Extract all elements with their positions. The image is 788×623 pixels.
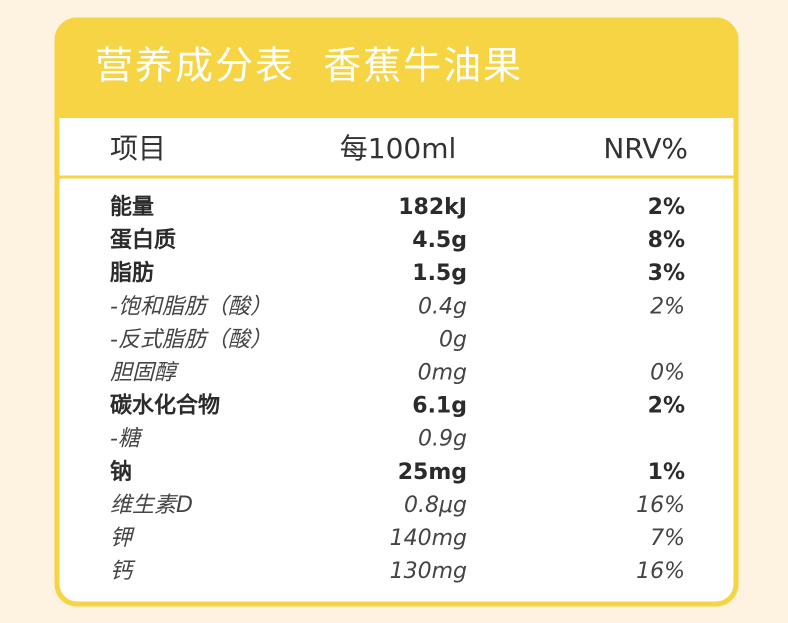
nutrient-name: 钾 (110, 526, 135, 551)
amount: 1.5g (412, 261, 467, 286)
nutrient-name: 钙 (110, 559, 136, 584)
column-header: 每100ml (340, 132, 457, 165)
nutrient-name: 维生素D (110, 493, 193, 518)
nutrient-name: -糖 (110, 427, 143, 452)
nrv: 2% (648, 195, 685, 220)
nrv: 7% (650, 526, 685, 551)
nrv: 8% (648, 228, 685, 253)
amount: 6.1g (412, 394, 467, 419)
nutrient-name: 碳水化合物 (110, 393, 220, 419)
amount: 0mg (418, 361, 467, 386)
amount: 0.8μg (404, 493, 467, 518)
amount: 4.5g (412, 228, 467, 253)
amount: 0.4g (418, 294, 467, 319)
column-header: 项目 (110, 132, 166, 165)
nutrient-name: 蛋白质 (110, 227, 176, 253)
nutrient-name: 胆固醇 (110, 361, 180, 386)
nrv: 16% (636, 559, 685, 584)
amount: 182kJ (398, 195, 467, 220)
nutrient-name: -反式脂肪（酸） (110, 327, 272, 352)
amount: 0.9g (418, 427, 467, 452)
nrv: 3% (648, 261, 685, 286)
header-band (57, 20, 736, 118)
nrv: 1% (648, 460, 685, 485)
nrv: 2% (650, 294, 685, 319)
nrv: 0% (650, 361, 685, 386)
nutrient-name: 脂肪 (110, 260, 154, 286)
nutrient-name: -饱和脂肪（酸） (110, 294, 272, 319)
amount: 130mg (390, 559, 467, 584)
table-body: 能量 182kJ 2% 蛋白质 4.5g 8% 脂肪 1.5g 3% -饱和脂肪（酸） 0.4g 2%… (110, 194, 685, 584)
nrv: 2% (648, 394, 685, 419)
title: 营养成分表 香蕉牛油果 (95, 44, 523, 88)
amount: 0g (439, 327, 467, 352)
amount: 25mg (398, 460, 467, 485)
amount: 140mg (390, 526, 467, 551)
nrv: 16% (636, 493, 685, 518)
nutrient-name: 钠 (110, 460, 132, 485)
column-header: NRV% (603, 132, 688, 165)
nutrient-name: 能量 (110, 194, 154, 220)
